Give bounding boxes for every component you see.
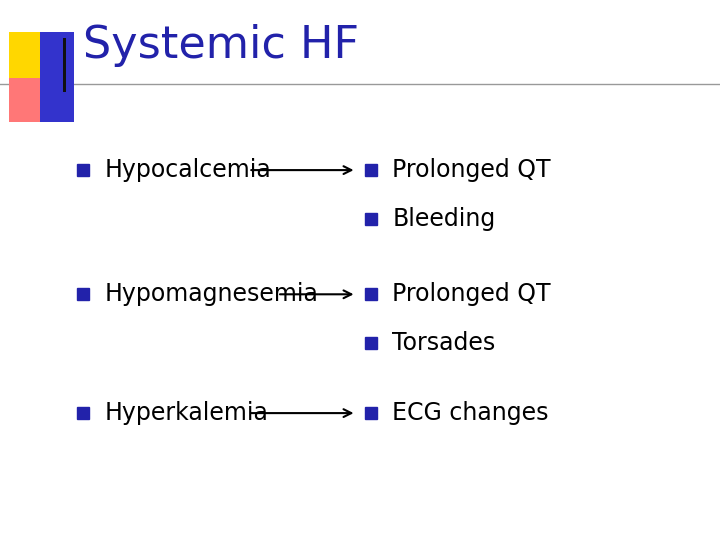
Text: Bleeding: Bleeding [392,207,495,231]
Text: Prolonged QT: Prolonged QT [392,282,551,306]
Text: Hypocalcemia: Hypocalcemia [104,158,271,182]
Bar [9,32,43,78]
Text: Prolonged QT: Prolonged QT [392,158,551,182]
Bar [9,78,43,122]
Text: ECG changes: ECG changes [392,401,549,425]
Bar [40,32,74,122]
Bar [63,38,66,92]
Text: Hypomagnesemia: Hypomagnesemia [104,282,318,306]
Text: Hyperkalemia: Hyperkalemia [104,401,269,425]
Text: Torsades: Torsades [392,331,495,355]
Text: Systemic HF: Systemic HF [83,24,359,68]
